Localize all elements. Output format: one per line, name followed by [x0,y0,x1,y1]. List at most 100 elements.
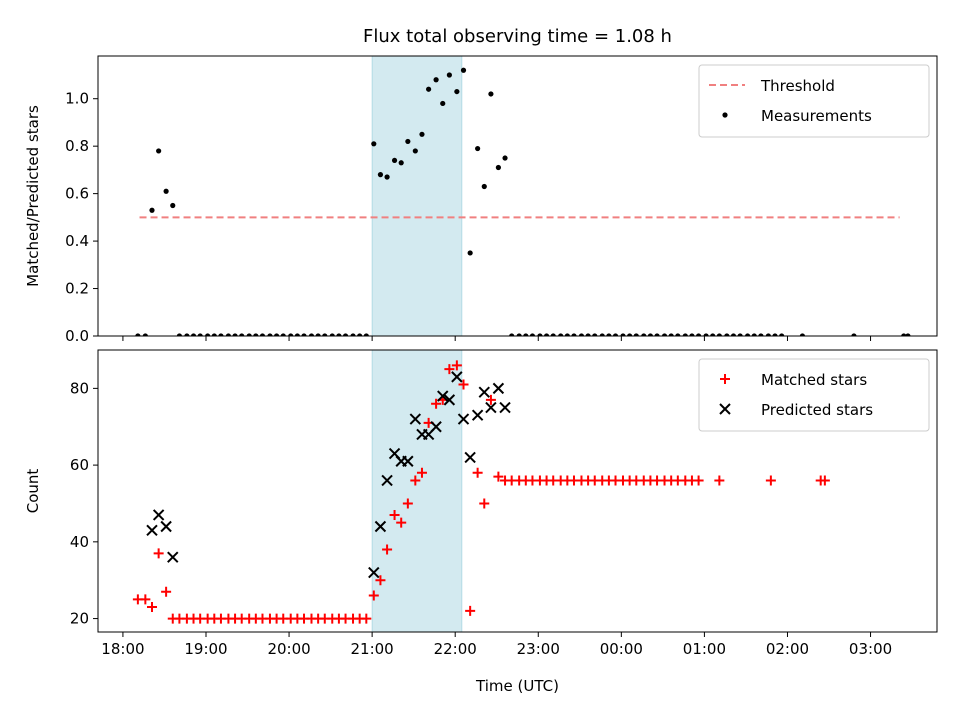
predicted-star-point [485,401,497,414]
measurement-point [668,333,674,336]
measurement-point [149,207,155,213]
measurement-point [142,333,148,336]
predicted-star-point [464,451,476,464]
matched-star-point [444,364,455,375]
y-tick-label: 0.0 [65,327,89,345]
measurement-point [398,160,404,166]
matched-star-point [396,517,407,528]
measurement-point [799,333,806,336]
y-tick-label: 60 [70,456,89,474]
measurement-point [606,333,612,336]
measurement-point [516,333,522,336]
matched-star-point [431,398,442,409]
measurement-point [661,333,668,336]
highlight-span [371,349,463,633]
x-tick-label: 02:00 [766,640,809,658]
matched-star-point [479,498,490,509]
measurement-point [170,202,176,209]
measurement-point [599,333,605,336]
predicted-star-point [402,455,414,467]
measurement-point [710,333,716,336]
measurement-point [620,333,626,336]
chart-title: Flux total observing time = 1.08 h [363,26,672,47]
measurement-point [716,333,722,336]
measurement-point [675,333,681,336]
legend-matched-swatch [720,374,730,384]
measurement-point [225,333,232,336]
measurement-point [529,333,536,336]
measurement-point [377,172,384,178]
matched-star-point [361,613,372,624]
measurement-point [703,333,709,336]
measurement-point [446,72,452,78]
predicted-star-point [146,524,158,537]
measurement-point [647,333,654,336]
measurement-point [288,333,294,336]
x-tick-label: 23:00 [517,640,560,658]
measurement-point [322,333,328,336]
matched-star-point [693,475,704,486]
measurement-point [371,141,377,147]
matched-star-point [451,360,462,371]
predicted-star-point [457,413,470,425]
measurement-point [633,333,639,336]
measurement-point [239,333,245,336]
measurement-point [488,91,494,97]
y-tick-label: 1.0 [65,90,89,108]
measurement-point [543,333,550,336]
measurement-point [724,333,730,336]
measurement-point [730,333,737,336]
measurement-point [481,183,487,190]
measurement-point [564,333,570,336]
measurement-point [641,333,647,336]
measurement-point [308,333,315,336]
predicted-star-point [430,421,442,433]
measurement-point [384,174,390,180]
measurement-point [342,333,349,336]
y-tick-label: 0.2 [65,280,89,298]
measurement-point [695,333,702,336]
measurement-point [440,100,446,107]
predicted-star-point [492,382,505,395]
matched-star-point [765,475,776,486]
matched-star-point [493,471,504,482]
measurement-point [329,333,335,336]
matched-star-point [368,590,379,601]
legend-box [698,64,930,138]
y-axis-label: Count [24,469,42,514]
matched-star-point [714,475,725,486]
y-tick-label: 0.8 [65,137,89,155]
matched-star-point [402,498,413,509]
y-tick-label: 0.6 [65,185,89,203]
x-tick-label: 21:00 [351,640,394,658]
measurement-point [205,333,211,336]
measurement-point [197,333,203,336]
predicted-star-point [160,520,172,533]
x-tick-label: 18:00 [101,640,144,658]
measurement-point [851,333,857,336]
measurement-point [495,164,501,171]
measurement-point [315,333,321,336]
measurement-point [745,333,751,336]
measurement-point [502,155,508,161]
x-axis-label: Time (UTC) [475,677,559,695]
measurement-point [779,333,785,336]
measurement-point [751,333,757,336]
measurement-point [336,333,342,336]
x-tick-label: 01:00 [683,640,726,658]
measurement-point [433,77,439,83]
y-tick-label: 0.4 [65,232,89,250]
measurement-point [426,86,432,92]
measurement-point [301,333,307,336]
x-tick-label: 20:00 [267,640,310,658]
predicted-star-point [381,474,393,487]
x-tick-label: 19:00 [184,640,227,658]
predicted-star-point [152,509,165,521]
legend-label: Matched stars [761,371,867,389]
measurement-point [363,333,369,336]
measurement-point [211,333,217,336]
axes-frame [97,349,938,633]
measurement-point [294,333,300,336]
predicted-star-point [409,413,422,425]
matched-star-point [140,594,151,605]
